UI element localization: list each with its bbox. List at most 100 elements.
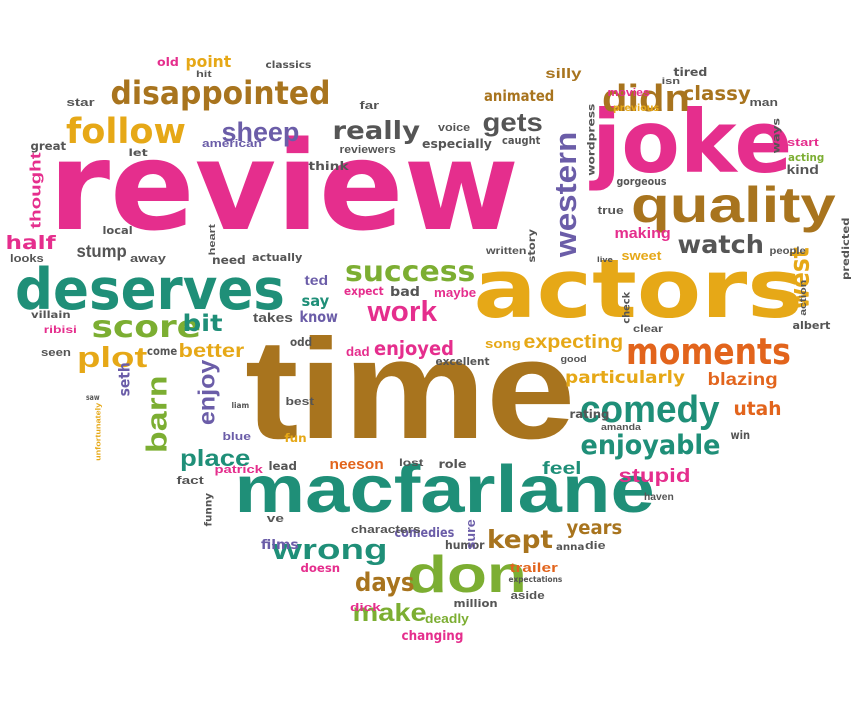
word-humor: humor bbox=[444, 537, 485, 552]
word-amanda: amanda bbox=[601, 422, 641, 433]
word-macfarlane: macfarlane bbox=[233, 452, 655, 527]
word-great: great bbox=[29, 138, 66, 153]
word-best: best bbox=[284, 395, 314, 408]
word-local: local bbox=[101, 225, 133, 237]
word-better: better bbox=[178, 340, 244, 362]
word-funny: funny bbox=[203, 492, 215, 527]
word-point: point bbox=[184, 52, 231, 71]
word-saw: saw bbox=[85, 393, 100, 402]
word-blue: blue bbox=[221, 430, 251, 443]
word-aside: aside bbox=[509, 589, 545, 602]
word-true: true bbox=[596, 204, 624, 217]
word-role: role bbox=[437, 456, 467, 471]
word-expectations: expectations bbox=[508, 575, 562, 584]
word-doesn: doesn bbox=[299, 560, 340, 575]
word-odd: odd bbox=[290, 334, 313, 349]
word-watch: watch bbox=[676, 229, 764, 259]
word-caught: caught bbox=[502, 133, 541, 147]
word-characters: characters bbox=[351, 523, 421, 536]
word-feel: feel bbox=[542, 457, 582, 478]
word-looks: looks bbox=[10, 252, 44, 265]
word-need: need bbox=[212, 252, 246, 267]
word-die: die bbox=[584, 539, 606, 552]
word-villain: villain bbox=[31, 310, 71, 321]
word-away: away bbox=[130, 252, 166, 265]
word-seen: seen bbox=[41, 346, 71, 359]
word-takes: takes bbox=[253, 309, 294, 325]
word-ribisi: ribisi bbox=[43, 325, 77, 336]
word-enjoyable: enjoyable bbox=[580, 429, 720, 461]
word-plot: plot bbox=[76, 341, 148, 374]
word-sure: sure bbox=[462, 518, 478, 550]
word-dick: dick bbox=[349, 601, 381, 614]
word-story: story bbox=[527, 228, 539, 263]
word-stupid: stupid bbox=[618, 465, 690, 487]
word-classy: classy bbox=[681, 82, 751, 105]
word-comedy: comedy bbox=[580, 389, 720, 431]
word-western: western bbox=[547, 131, 583, 257]
word-moments: moments bbox=[625, 331, 791, 373]
word-neeson: neeson bbox=[328, 455, 384, 473]
word-utah: utah bbox=[732, 397, 781, 420]
word-live: live bbox=[597, 255, 613, 264]
word-really: really bbox=[332, 115, 420, 145]
word-animated: animated bbox=[484, 86, 555, 105]
word-people: people bbox=[768, 246, 806, 257]
word-enjoy: enjoy bbox=[193, 359, 220, 425]
word-ways: ways bbox=[771, 117, 783, 154]
word-reviewers: reviewers bbox=[338, 143, 396, 156]
word-think: think bbox=[307, 158, 349, 173]
word-action: action bbox=[798, 279, 810, 316]
word-star: star bbox=[65, 96, 95, 109]
word-particularly: particularly bbox=[565, 367, 685, 388]
word-previous: previous bbox=[613, 103, 660, 114]
word-rating: rating bbox=[568, 406, 609, 421]
word-dad: dad bbox=[346, 343, 370, 359]
word-million: million bbox=[452, 596, 498, 610]
word-quality: quality bbox=[630, 175, 836, 233]
word-making: making bbox=[613, 224, 671, 242]
word-especially: especially bbox=[422, 137, 492, 151]
word-disappointed: disappointed bbox=[110, 76, 330, 112]
word-maybe: maybe bbox=[434, 284, 477, 300]
word-let: let bbox=[128, 148, 148, 159]
word-liam: liam bbox=[230, 401, 249, 410]
word-unfortunately: unfortunately bbox=[93, 402, 103, 461]
word-years: years bbox=[565, 516, 622, 539]
word-acting: acting bbox=[788, 152, 825, 164]
word-kind: kind bbox=[785, 161, 819, 177]
word-expecting: expecting bbox=[523, 331, 623, 353]
word-score: score bbox=[91, 310, 201, 345]
word-days: days bbox=[354, 568, 415, 598]
word-lead: lead bbox=[267, 458, 297, 473]
word-kept: kept bbox=[486, 524, 553, 554]
word-films: films bbox=[261, 537, 299, 553]
word-check: check bbox=[621, 291, 633, 324]
word-deadly: deadly bbox=[425, 611, 469, 626]
word-heart: heart bbox=[206, 224, 218, 256]
word-albert: albert bbox=[792, 318, 830, 332]
word-lost: lost bbox=[398, 458, 424, 469]
word-know: know bbox=[299, 307, 338, 326]
word-gorgeous: gorgeous bbox=[616, 174, 667, 188]
word-good: good bbox=[559, 354, 587, 365]
word-blazing: blazing bbox=[706, 368, 778, 389]
word-expect: expect bbox=[343, 284, 384, 298]
word-come: come bbox=[147, 343, 178, 358]
word-ve: ve bbox=[266, 512, 284, 525]
word-review: review bbox=[47, 115, 519, 259]
word-make: make bbox=[351, 599, 427, 627]
word-gets: gets bbox=[481, 109, 543, 137]
word-voice: voice bbox=[437, 121, 471, 134]
word-joke: joke bbox=[592, 93, 793, 193]
word-bit: bit bbox=[181, 310, 223, 337]
word-success: success bbox=[345, 254, 476, 288]
word-excellent: excellent bbox=[434, 356, 490, 368]
word-man: man bbox=[748, 96, 778, 109]
word-actors: actors bbox=[473, 242, 803, 337]
word-classics: classics bbox=[265, 60, 311, 71]
word-old: old bbox=[157, 54, 179, 69]
word-american: american bbox=[201, 137, 263, 150]
word-predicted: predicted bbox=[840, 217, 852, 281]
